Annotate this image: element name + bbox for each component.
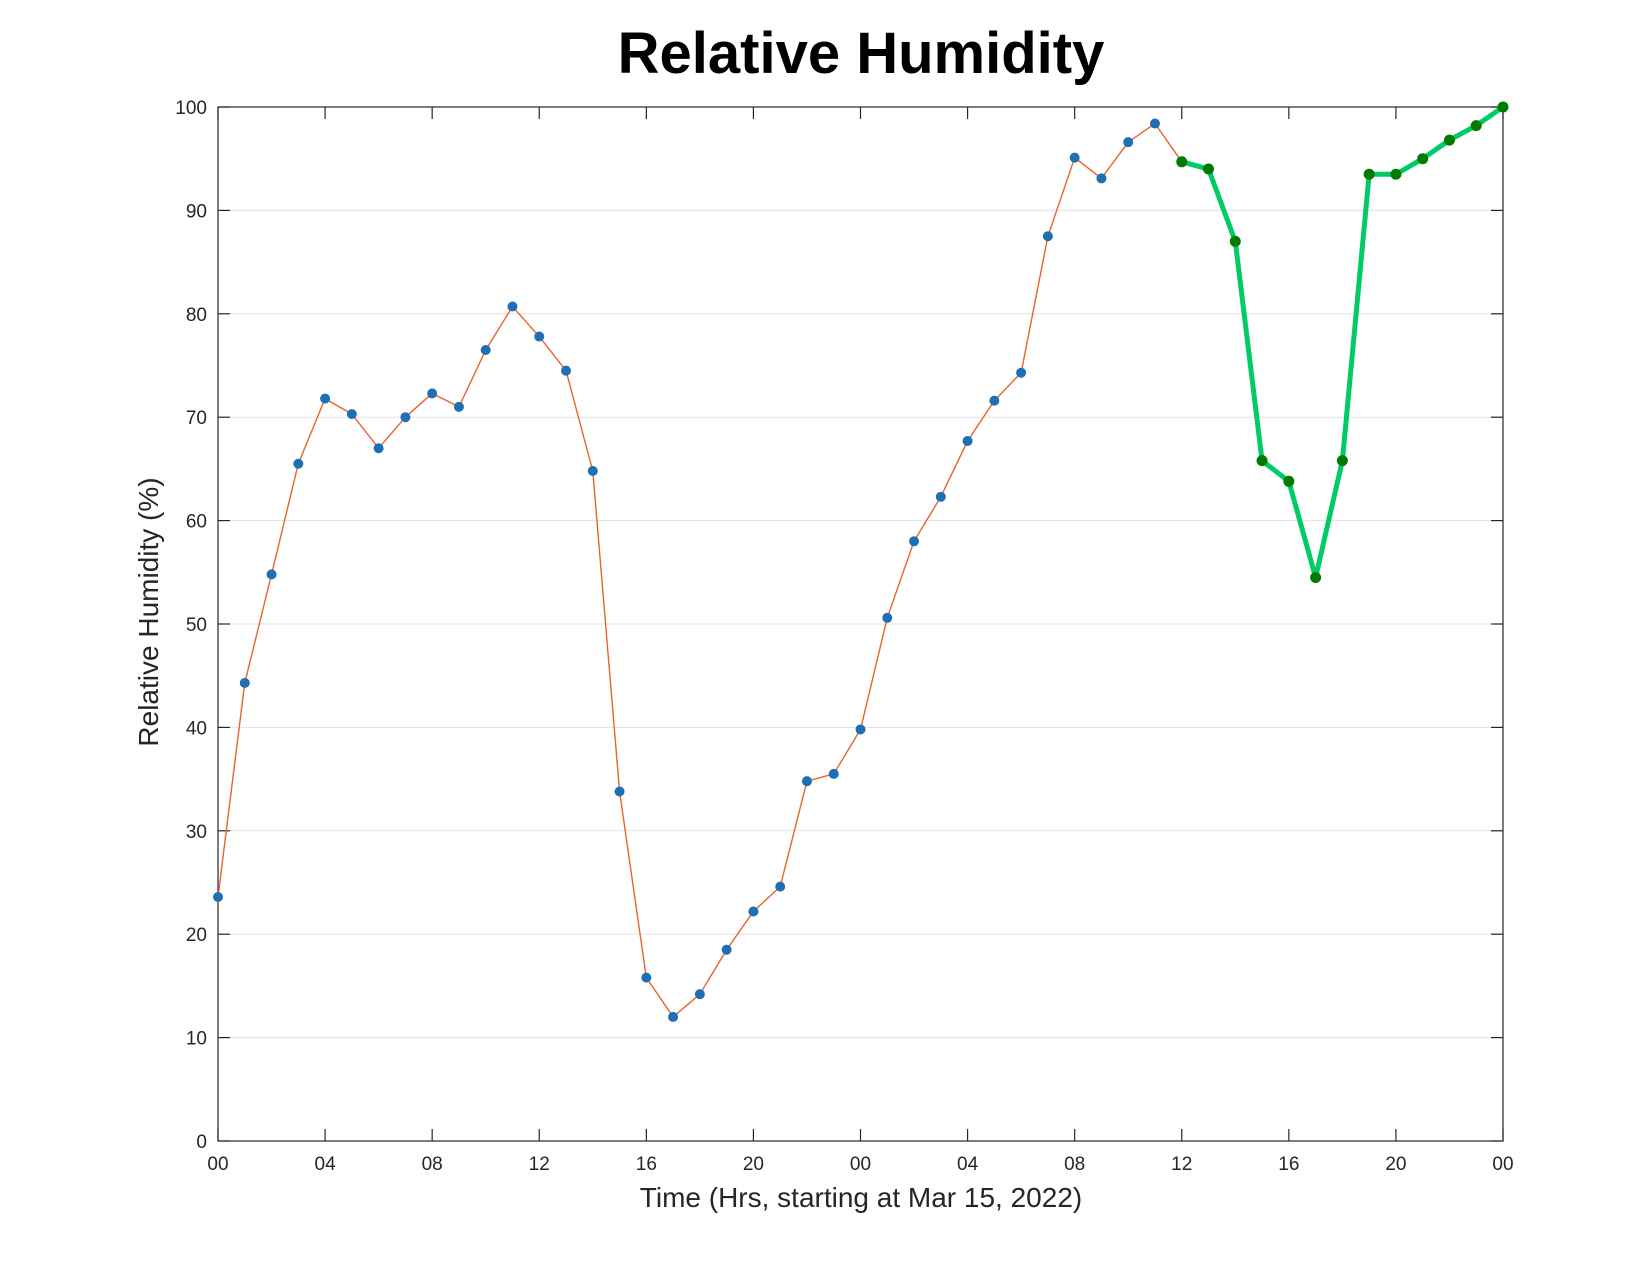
data-point bbox=[694, 989, 705, 1000]
data-point bbox=[1443, 134, 1455, 146]
data-point bbox=[534, 331, 545, 342]
data-point bbox=[909, 536, 920, 547]
y-tick-label: 80 bbox=[186, 305, 207, 326]
x-tick-label: 20 bbox=[1385, 1154, 1406, 1175]
x-tick-label: 00 bbox=[207, 1154, 228, 1175]
data-point bbox=[427, 388, 438, 399]
data-point bbox=[721, 944, 732, 955]
y-tick-label: 60 bbox=[186, 512, 207, 533]
x-tick-label: 08 bbox=[422, 1154, 443, 1175]
data-point bbox=[1336, 455, 1348, 467]
data-point bbox=[748, 906, 759, 917]
data-point bbox=[561, 365, 572, 376]
data-point bbox=[346, 409, 357, 420]
data-point bbox=[293, 458, 304, 469]
data-point bbox=[882, 612, 893, 623]
data-point bbox=[1310, 571, 1322, 583]
data-point bbox=[1417, 153, 1429, 165]
y-tick-label: 50 bbox=[186, 615, 207, 636]
y-tick-label: 20 bbox=[186, 925, 207, 946]
data-point bbox=[373, 443, 384, 454]
data-point bbox=[962, 435, 973, 446]
data-point bbox=[668, 1011, 679, 1022]
x-tick-label: 12 bbox=[529, 1154, 550, 1175]
data-point bbox=[1016, 367, 1027, 378]
y-tick-label: 70 bbox=[186, 408, 207, 429]
data-point bbox=[1229, 235, 1241, 247]
data-point bbox=[480, 344, 491, 355]
tick-labels: 0 10 20 30 40 50 60 70 80 90 100 00 04 08 12 16 20 00 04 08… bbox=[175, 98, 1513, 1175]
x-tick-label: 16 bbox=[636, 1154, 657, 1175]
x-tick-label: 00 bbox=[1492, 1154, 1513, 1175]
data-point bbox=[320, 393, 331, 404]
data-point bbox=[1256, 455, 1268, 467]
data-point bbox=[1363, 168, 1375, 180]
data-point bbox=[935, 491, 946, 502]
axes bbox=[217, 106, 1504, 1142]
x-tick-label: 00 bbox=[850, 1154, 871, 1175]
x-tick-label: 04 bbox=[315, 1154, 337, 1175]
data-point bbox=[989, 395, 1000, 406]
series-layer bbox=[213, 101, 1509, 1022]
data-point bbox=[801, 776, 812, 787]
x-tick-label: 04 bbox=[957, 1154, 979, 1175]
data-point bbox=[1497, 101, 1509, 113]
x-tick-label: 16 bbox=[1278, 1154, 1299, 1175]
data-point bbox=[1042, 231, 1053, 242]
data-point bbox=[1096, 173, 1107, 184]
chart-title: Relative Humidity bbox=[618, 21, 1105, 86]
y-tick-label: 40 bbox=[186, 718, 207, 739]
grid-lines bbox=[218, 209, 1503, 1039]
x-tick-label: 08 bbox=[1064, 1154, 1085, 1175]
data-point bbox=[641, 972, 652, 983]
y-tick-label: 10 bbox=[186, 1029, 207, 1050]
x-tick-label: 20 bbox=[743, 1154, 764, 1175]
data-point bbox=[1176, 156, 1188, 168]
data-point bbox=[1390, 168, 1402, 180]
y-tick-label: 100 bbox=[175, 98, 207, 119]
data-point bbox=[453, 401, 464, 412]
x-axis-label: Time (Hrs, starting at Mar 15, 2022) bbox=[640, 1182, 1082, 1213]
series-line-1 bbox=[217, 122, 1183, 1018]
data-point bbox=[400, 412, 411, 423]
data-point bbox=[239, 677, 250, 688]
x-tick-label: 12 bbox=[1171, 1154, 1192, 1175]
data-point bbox=[1149, 118, 1160, 129]
data-point bbox=[1470, 120, 1482, 132]
data-point bbox=[1283, 475, 1295, 487]
data-point bbox=[1069, 152, 1080, 163]
y-tick-label: 90 bbox=[186, 201, 207, 222]
y-tick-label: 30 bbox=[186, 822, 207, 843]
data-point bbox=[1123, 137, 1134, 148]
data-point bbox=[507, 301, 518, 312]
data-point bbox=[775, 881, 786, 892]
data-point bbox=[828, 768, 839, 779]
series-line-2 bbox=[1179, 104, 1506, 580]
data-point bbox=[266, 569, 277, 580]
data-point bbox=[213, 891, 223, 902]
y-tick-label: 0 bbox=[196, 1132, 207, 1153]
data-point bbox=[1203, 163, 1215, 175]
data-point bbox=[614, 786, 625, 797]
y-axis-label: Relative Humidity (%) bbox=[133, 477, 164, 746]
data-point bbox=[587, 465, 598, 476]
data-point bbox=[855, 724, 866, 735]
